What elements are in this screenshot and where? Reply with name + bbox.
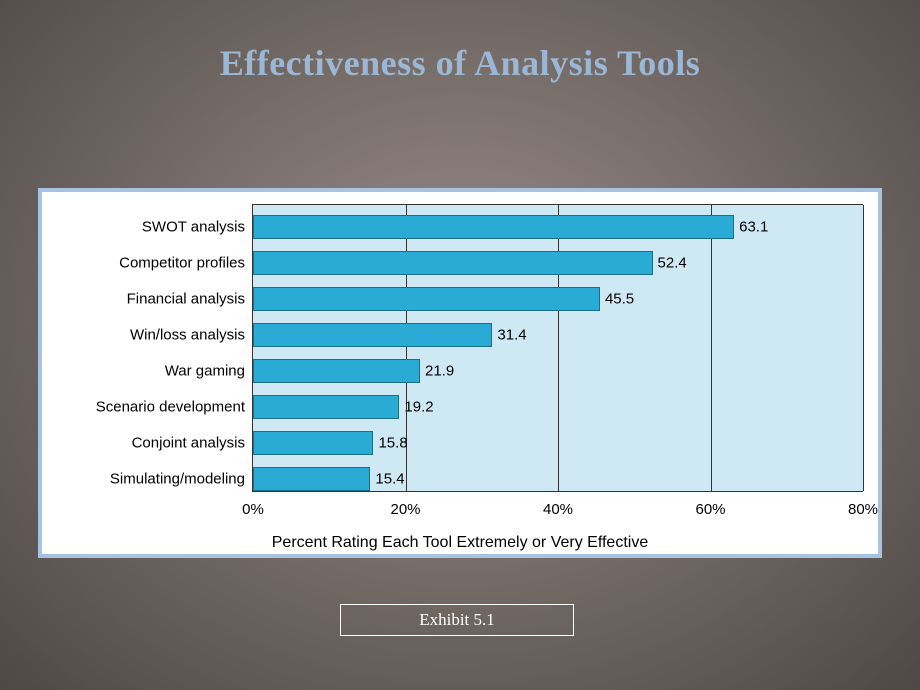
grid-line [558,205,559,491]
x-tick-label: 60% [695,501,725,518]
plot-area: 0%20%40%60%80%SWOT analysis63.1Competito… [252,204,863,492]
exhibit-label: Exhibit 5.1 [340,604,574,636]
category-label: Win/loss analysis [130,327,253,344]
bar: 45.5 [253,287,600,311]
x-axis-title: Percent Rating Each Tool Extremely or Ve… [42,534,878,552]
category-label: Scenario development [96,399,253,416]
bar-value-label: 21.9 [419,363,454,380]
slide-title: Effectiveness of Analysis Tools [0,0,920,84]
bar-value-label: 15.8 [372,435,407,452]
bar-value-label: 15.4 [369,471,404,488]
bar: 21.9 [253,359,420,383]
x-tick-label: 20% [390,501,420,518]
bar: 15.4 [253,467,370,491]
category-label: Competitor profiles [119,255,253,272]
grid-line [711,205,712,491]
bar: 52.4 [253,251,653,275]
bar: 31.4 [253,323,492,347]
bar-value-label: 19.2 [398,399,433,416]
bar-value-label: 45.5 [599,291,634,308]
category-label: SWOT analysis [142,219,253,236]
category-label: Simulating/modeling [110,471,253,488]
bar: 63.1 [253,215,734,239]
x-tick-label: 80% [848,501,878,518]
category-label: Conjoint analysis [132,435,253,452]
category-label: War gaming [165,363,253,380]
bar: 15.8 [253,431,373,455]
slide: Effectiveness of Analysis Tools 0%20%40%… [0,0,920,690]
grid-line [863,205,864,491]
x-tick-label: 40% [543,501,573,518]
x-tick-label: 0% [242,501,264,518]
category-label: Financial analysis [127,291,253,308]
bar: 19.2 [253,395,399,419]
bar-value-label: 52.4 [652,255,687,272]
bar-value-label: 31.4 [491,327,526,344]
chart-card: 0%20%40%60%80%SWOT analysis63.1Competito… [38,188,882,558]
bar-value-label: 63.1 [733,219,768,236]
